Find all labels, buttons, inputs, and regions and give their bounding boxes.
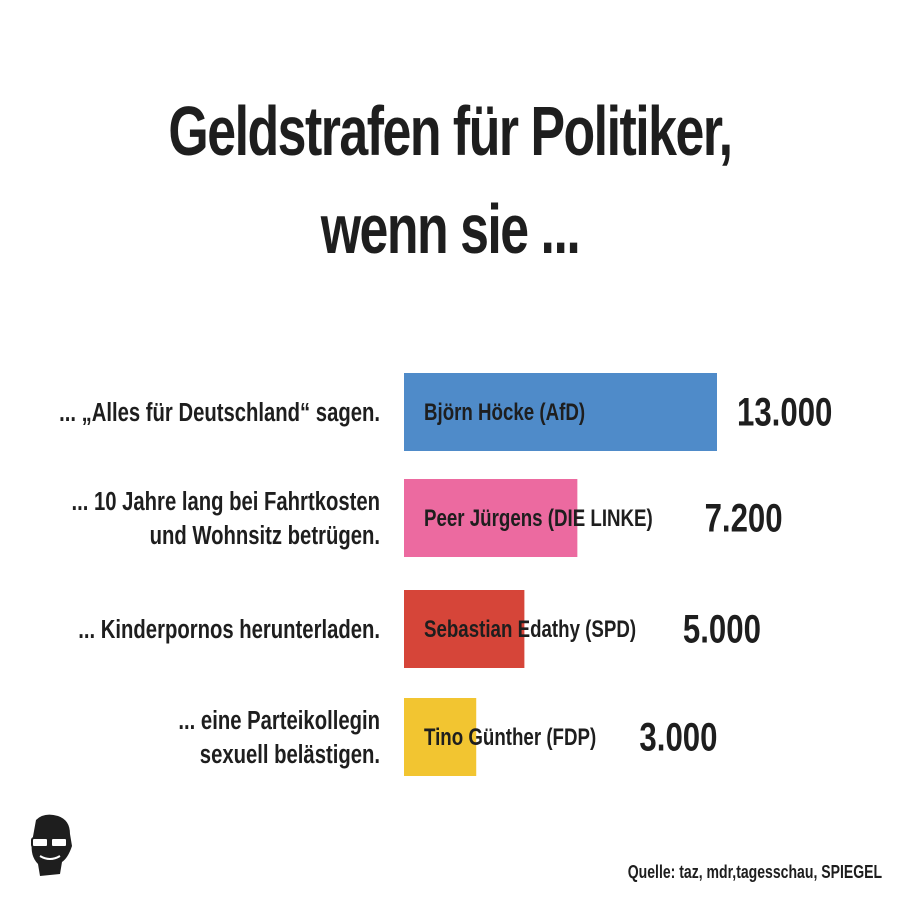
- category-label-2-line-1: ... 10 Jahre lang bei Fahrtkosten: [71, 487, 380, 516]
- bar-label-1: Björn Höcke (AfD): [424, 399, 585, 426]
- bar-3: [404, 590, 525, 668]
- value-label-3: 5.000: [683, 607, 761, 652]
- category-label-4-line-1: ... eine Parteikollegin: [178, 706, 380, 735]
- value-label-4: 3.000: [639, 715, 717, 760]
- logo-icon: [31, 814, 73, 876]
- category-label-3-line-1: ... Kinderpornos herunterladen.: [78, 615, 380, 644]
- bar-label-3: Sebastian Edathy (SPD): [424, 616, 636, 643]
- source-note: Quelle: taz, mdr,tagesschau, SPIEGEL: [627, 862, 882, 882]
- chart-title: Geldstrafen für Politiker, wenn sie ...: [117, 82, 783, 278]
- title-line-1: Geldstrafen für Politiker,: [168, 92, 733, 170]
- bar-label-4: Tino Günther (FDP): [424, 724, 596, 751]
- value-label-1: 13.000: [737, 390, 832, 435]
- bar-label-2: Peer Jürgens (DIE LINKE): [424, 505, 653, 532]
- category-label-1-line-1: ... „Alles für Deutschland“ sagen.: [59, 398, 380, 427]
- bar-4: [404, 698, 477, 776]
- value-label-2: 7.200: [705, 496, 783, 541]
- title-line-2: wenn sie ...: [320, 190, 581, 268]
- bar-chart: Björn Höcke (AfD) 13.000 ... „Alles für De…: [59, 373, 832, 776]
- category-label-4-line-2: sexuell belästigen.: [200, 740, 380, 769]
- bar-2: [404, 479, 578, 557]
- category-label-2-line-2: und Wohnsitz betrügen.: [150, 521, 380, 550]
- bar-1: [404, 373, 717, 451]
